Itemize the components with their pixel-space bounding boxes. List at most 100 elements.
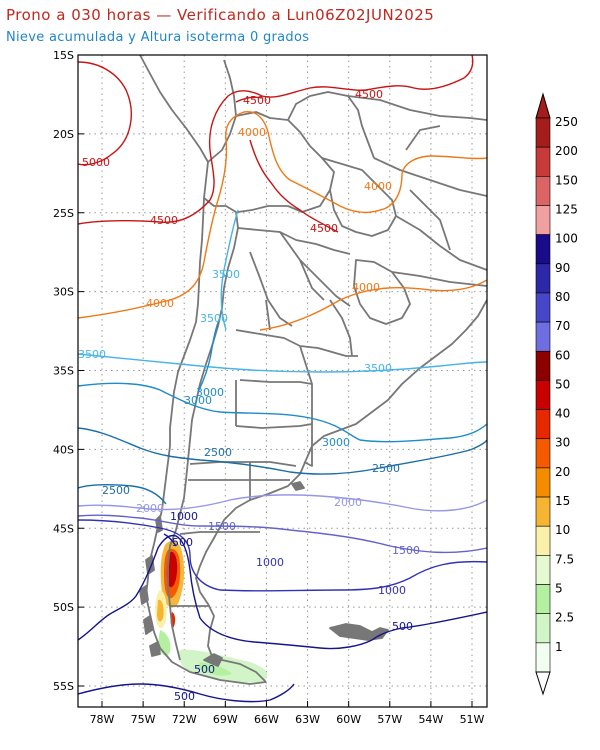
colorbar-swatch [535, 525, 551, 556]
contour-5000 [78, 61, 132, 166]
colorbar-label: 7.5 [555, 552, 574, 566]
contour-3000-north [197, 317, 221, 393]
colorbar-label: 70 [555, 319, 570, 333]
contour-label-2500: 2500 [204, 446, 232, 459]
contour-4500-north [235, 96, 263, 103]
map-subtitle: Nieve acumulada y Altura isoterma 0 grad… [6, 30, 310, 45]
latitude-label: 15S [53, 49, 74, 62]
colorbar-label: 15 [555, 494, 570, 508]
colorbar-label: 20 [555, 465, 570, 479]
contour-label-2500: 2500 [372, 462, 400, 475]
colorbar-swatch [535, 146, 551, 177]
contour-500-south [78, 683, 295, 703]
longitude-label: 75W [131, 713, 156, 726]
colorbar-label: 10 [555, 523, 570, 537]
contour-label-4000: 4000 [352, 281, 380, 294]
colorbar-swatch [535, 380, 551, 410]
latitude-label: 40S [53, 443, 74, 456]
contour-label-4500: 4500 [355, 88, 383, 101]
colorbar-label: 2.5 [555, 611, 574, 625]
colorbar-swatch [535, 117, 551, 148]
contour-label-2000: 2000 [334, 496, 362, 509]
colorbar-swatch [535, 438, 551, 469]
contour-500-inner [163, 533, 177, 547]
colorbar-swatch [535, 292, 551, 323]
contour-2500-west [78, 483, 167, 505]
colorbar-swatch [535, 642, 551, 673]
colorbar-swatch [535, 584, 551, 614]
colorbar-swatch [535, 234, 551, 265]
longitude-label: 54W [418, 713, 443, 726]
contour-labels: 5000 4500 4500 4500 4500 4000 4000 4000 … [78, 88, 420, 703]
contour-label-4000: 4000 [146, 297, 174, 310]
longitude-label: 63W [295, 713, 320, 726]
colorbar-label: 100 [555, 232, 578, 246]
map-title: Prono a 030 horas — Verificando a Lun06Z… [6, 6, 435, 24]
contour-1000 [78, 519, 487, 592]
contour-label-4500: 4500 [243, 94, 271, 107]
longitude-label: 69W [213, 713, 238, 726]
contour-label-3000: 3000 [322, 436, 350, 449]
contour-2000 [78, 494, 487, 512]
contour-label-3500: 3500 [212, 268, 240, 281]
longitude-labels: 78W 75W 72W 69W 66W 63W 60W 57W 54W 51W [90, 701, 485, 726]
longitude-label: 51W [460, 713, 485, 726]
contour-label-500: 500 [174, 690, 195, 703]
colorbar-label: 60 [555, 348, 570, 362]
colorbar-label: 150 [555, 173, 578, 187]
colorbar-swatch [535, 555, 551, 585]
contour-label-3000: 3000 [196, 386, 224, 399]
contour-label-1000: 1000 [256, 556, 284, 569]
contour-3500-north [220, 209, 239, 331]
contour-label-3500: 3500 [364, 362, 392, 375]
colorbar-swatch [535, 467, 551, 498]
contour-label-3500: 3500 [78, 348, 106, 361]
contour-label-1500: 1500 [208, 520, 236, 533]
contour-1500 [78, 514, 487, 554]
colorbar-label: 30 [555, 436, 570, 450]
colorbar-swatch [535, 205, 551, 235]
colorbar-swatch [535, 496, 551, 527]
colorbar-label: 125 [555, 202, 578, 216]
colorbar-swatch [535, 263, 551, 294]
colorbar-label: 250 [555, 115, 578, 129]
contour-2500 [78, 427, 487, 475]
colorbar-swatch [535, 409, 551, 440]
colorbar-label: 5 [555, 582, 563, 596]
latitude-label: 25S [53, 207, 74, 220]
contour-label-1500: 1500 [392, 544, 420, 557]
contour-label-4500: 4500 [310, 222, 338, 235]
latitude-label: 45S [53, 522, 74, 535]
longitude-label: 78W [90, 713, 115, 726]
graticule [78, 55, 487, 707]
contour-3500 [78, 353, 487, 373]
colorbar-label: 80 [555, 290, 570, 304]
latitude-label: 30S [53, 286, 74, 299]
colorbar-top-arrow [535, 92, 551, 119]
colorbar-swatch [535, 350, 551, 381]
colorbar-label: 50 [555, 377, 570, 391]
freezing-level-contours [78, 55, 487, 703]
contour-label-500: 500 [172, 536, 193, 549]
latitude-label: 55S [53, 680, 74, 693]
contour-4000-south [259, 279, 487, 331]
contour-label-1000: 1000 [170, 510, 198, 523]
contour-3000 [78, 382, 487, 443]
contour-label-3000: 3000 [184, 394, 212, 407]
contour-label-5000: 5000 [82, 156, 110, 169]
longitude-label: 66W [254, 713, 279, 726]
plot-area [78, 55, 487, 707]
contour-label-500: 500 [194, 663, 215, 676]
colorbar-swatch [535, 176, 551, 206]
latitude-labels: 15S 20S 25S 30S 35S 40S 45S 50S 55S [53, 49, 84, 693]
colorbar-label: 90 [555, 261, 570, 275]
contour-4500-east [249, 139, 339, 233]
contour-label-4500: 4500 [150, 214, 178, 227]
latitude-label: 35S [53, 365, 74, 378]
latitude-label: 50S [53, 601, 74, 614]
latitude-label: 20S [53, 128, 74, 141]
longitude-label: 60W [336, 713, 361, 726]
contour-4000 [78, 111, 487, 319]
colorbar-label: 1 [555, 640, 563, 654]
